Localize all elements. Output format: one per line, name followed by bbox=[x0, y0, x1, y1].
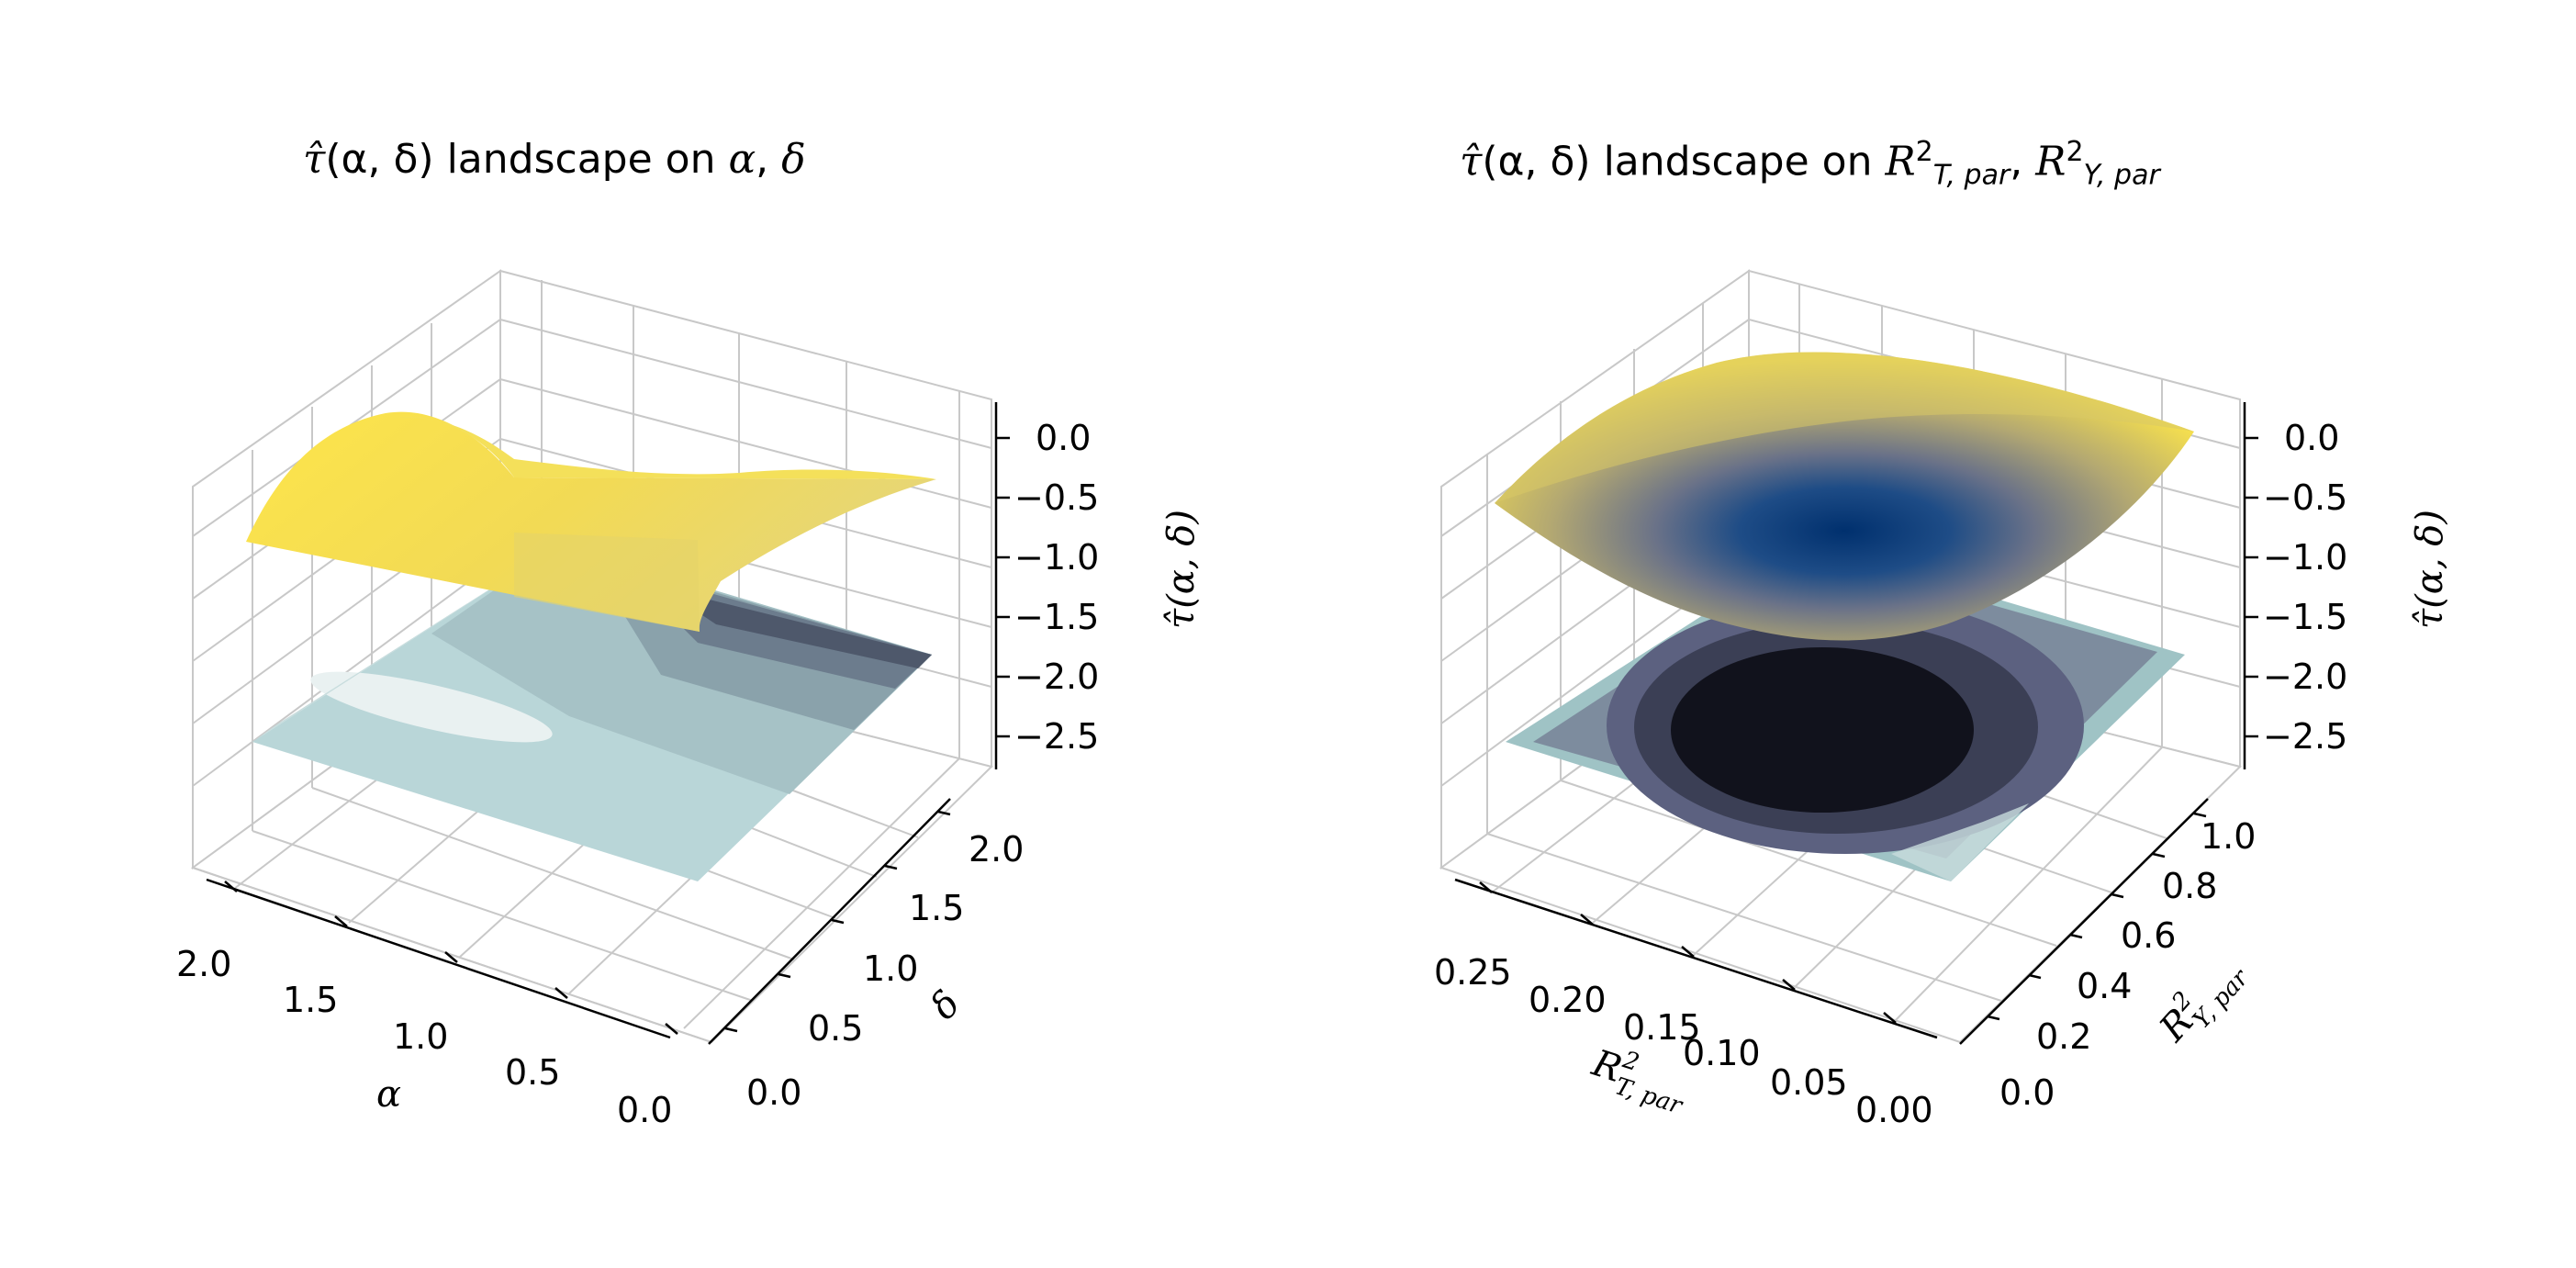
y-tick-label: 0.5 bbox=[808, 1008, 863, 1049]
x-tick-label: 0.10 bbox=[1683, 1033, 1761, 1073]
title-r: R bbox=[1885, 138, 1916, 185]
title-text: landscape on bbox=[446, 136, 716, 183]
x-tick-label: 0.25 bbox=[1434, 952, 1512, 993]
x-tick-label: 0.0 bbox=[617, 1090, 672, 1130]
right-chart-title: τ̂(α, δ) landscape on R2T, par, R2Y, par bbox=[1460, 136, 2160, 191]
y-tick-label: 1.0 bbox=[863, 948, 918, 989]
right-y-tick-labels: 0.0 0.2 0.4 0.6 0.8 1.0 bbox=[1999, 816, 2256, 1113]
x-tick-label: 2.0 bbox=[176, 944, 231, 984]
title-text: landscape on bbox=[1603, 138, 1873, 185]
left-chart: 2.0 1.5 1.0 0.5 0.0 0.0 0.5 1.0 1.5 2.0 … bbox=[176, 269, 1203, 1130]
left-x-axis-label: α bbox=[376, 1073, 401, 1116]
right-y-axis-label: R2Y, par bbox=[2148, 945, 2256, 1056]
y-tick-label: 0.0 bbox=[1999, 1072, 2055, 1113]
x-tick-label: 0.15 bbox=[1623, 1007, 1701, 1048]
z-tick-label: −1.5 bbox=[2263, 597, 2347, 637]
left-axes-lines bbox=[206, 402, 998, 1045]
x-tick-label: 0.05 bbox=[1770, 1062, 1848, 1103]
y-tick-label: 2.0 bbox=[969, 829, 1024, 870]
right-surface bbox=[1495, 352, 2194, 641]
x-tick-label: 1.0 bbox=[393, 1016, 448, 1057]
title-tau: τ̂ bbox=[303, 136, 326, 183]
z-tick-label: −0.5 bbox=[2263, 477, 2347, 518]
title-separator: , bbox=[756, 136, 769, 183]
left-chart-title: τ̂(α, δ) landscape on α, δ bbox=[303, 136, 806, 183]
y-tick-label: 1.0 bbox=[2201, 816, 2256, 857]
y-tick-label: 1.5 bbox=[909, 888, 964, 928]
x-tick-label: 0.20 bbox=[1529, 980, 1607, 1020]
z-tick-label: 0.0 bbox=[1036, 418, 1091, 458]
y-tick-label: 0.8 bbox=[2162, 866, 2217, 906]
y-tick-label: 0.4 bbox=[2077, 966, 2132, 1006]
left-y-tick-labels: 0.0 0.5 1.0 1.5 2.0 bbox=[746, 829, 1024, 1113]
title-var-2: δ bbox=[781, 136, 806, 183]
right-contour-floor bbox=[1506, 544, 2185, 881]
title-tau: τ̂ bbox=[1460, 138, 1483, 185]
left-x-tick-labels: 2.0 1.5 1.0 0.5 0.0 bbox=[176, 944, 672, 1130]
z-tick-label: −1.0 bbox=[1014, 537, 1099, 578]
right-axes-lines bbox=[1454, 402, 2246, 1045]
title-separator: , bbox=[2010, 138, 2023, 185]
title-args: (α, δ) bbox=[325, 136, 434, 183]
title-sup: 2 bbox=[1915, 136, 1933, 168]
svg-text:R2T, par: R2T, par bbox=[1584, 1038, 1695, 1120]
svg-text:R2Y, par: R2Y, par bbox=[2148, 945, 2256, 1056]
left-y-axis-label: δ bbox=[923, 983, 969, 1028]
right-x-axis-label: R2T, par bbox=[1584, 1038, 1695, 1120]
title-r: R bbox=[2035, 138, 2066, 185]
right-chart: 0.25 0.20 0.15 0.10 0.05 0.00 0.0 0.2 0.… bbox=[1434, 269, 2451, 1130]
right-z-tick-labels: 0.0 −0.5 −1.0 −1.5 −2.0 −2.5 bbox=[2263, 418, 2347, 757]
z-tick-label: −2.5 bbox=[1014, 716, 1099, 757]
x-tick-label: 1.5 bbox=[283, 980, 338, 1020]
x-tick-label: 0.00 bbox=[1855, 1090, 1933, 1130]
z-tick-label: −2.0 bbox=[1014, 656, 1099, 697]
z-tick-label: −1.0 bbox=[2263, 537, 2347, 578]
z-tick-label: 0.0 bbox=[2284, 418, 2339, 458]
title-sup: 2 bbox=[2066, 136, 2084, 168]
left-z-tick-labels: 0.0 −0.5 −1.0 −1.5 −2.0 −2.5 bbox=[1014, 418, 1099, 757]
title-args: (α, δ) bbox=[1482, 138, 1591, 185]
left-z-axis-label: τ̂(α, δ) bbox=[1160, 510, 1203, 629]
y-tick-label: 0.2 bbox=[2036, 1016, 2091, 1057]
title-var-1: α bbox=[728, 136, 756, 183]
right-x-tick-labels: 0.25 0.20 0.15 0.10 0.05 0.00 bbox=[1434, 952, 1933, 1130]
right-tick-marks bbox=[1479, 436, 2258, 1024]
y-tick-label: 0.6 bbox=[2121, 915, 2176, 956]
z-tick-label: −1.5 bbox=[1014, 597, 1099, 637]
z-tick-label: −0.5 bbox=[1014, 477, 1099, 518]
x-tick-label: 0.5 bbox=[505, 1052, 560, 1093]
left-tick-marks bbox=[224, 436, 1010, 1035]
title-sub-2: Y, par bbox=[2083, 159, 2160, 192]
title-sub-1: T, par bbox=[1932, 159, 2010, 192]
y-tick-label: 0.0 bbox=[746, 1072, 801, 1113]
z-tick-label: −2.0 bbox=[2263, 656, 2347, 697]
left-surface bbox=[246, 411, 936, 632]
z-tick-label: −2.5 bbox=[2263, 716, 2347, 757]
right-z-axis-label: τ̂(α, δ) bbox=[2409, 510, 2451, 629]
